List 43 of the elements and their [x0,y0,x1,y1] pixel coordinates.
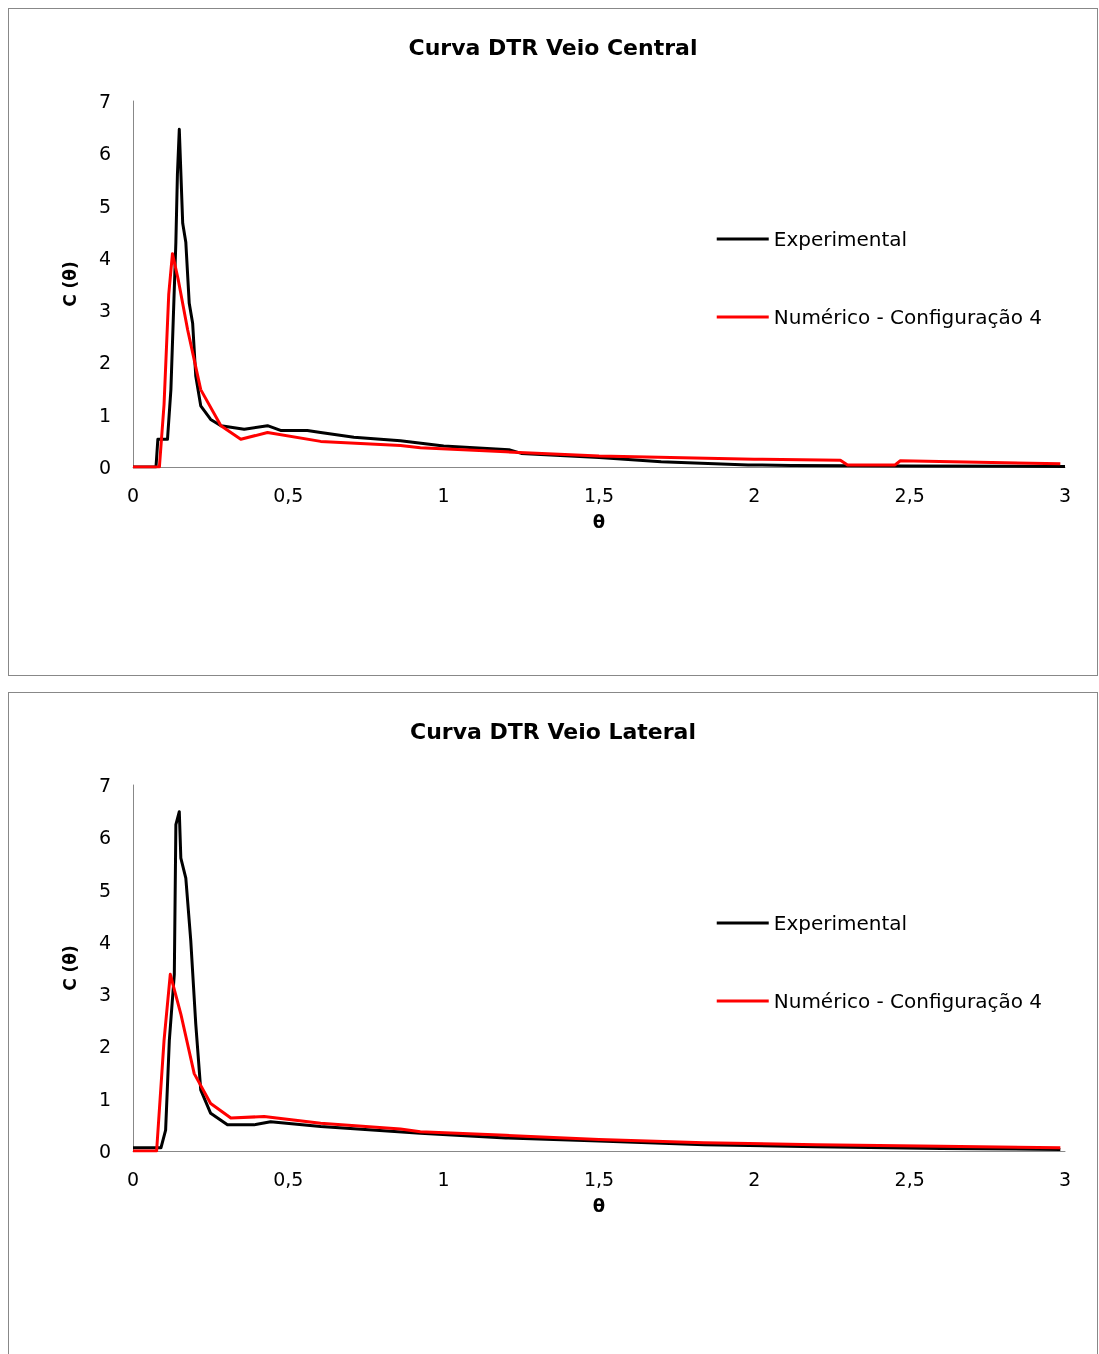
legend-label: Experimental [773,911,908,935]
x-tick-label: 0 [126,483,140,506]
y-tick-label: 0 [98,1140,111,1162]
y-tick-label: 7 [98,774,111,796]
line-series [131,810,1062,1151]
legend-label: Experimental [773,227,908,251]
y-tick-label: 6 [98,142,111,165]
y-tick-label: 2 [98,351,111,374]
legend-label: Numérico - Configuração 4 [773,989,1042,1013]
line-series [131,252,1062,469]
x-tick-label: 1,5 [583,1167,615,1190]
y-tick-label: 1 [98,1087,111,1110]
y-tick-label: 3 [98,983,111,1006]
x-axis-title: θ [592,1194,606,1216]
y-axis-title: C (θ) [59,945,80,991]
y-tick-label: 0 [98,456,111,478]
y-tick-label: 7 [98,90,111,112]
y-tick-label: 4 [98,246,111,269]
x-tick-label: 0,5 [273,483,304,506]
y-tick-label: 1 [98,403,111,426]
chart-title: Curva DTR Veio Central [408,34,698,60]
y-tick-label: 2 [98,1035,111,1058]
x-tick-label: 2,5 [894,1167,925,1190]
x-tick-label: 2 [748,1167,761,1190]
chart-title: Curva DTR Veio Lateral [410,718,696,744]
legend-label: Numérico - Configuração 4 [773,305,1042,329]
x-tick-label: 0,5 [273,1167,304,1190]
x-tick-label: 0 [126,1167,140,1190]
x-tick-label: 1,5 [583,483,615,506]
x-tick-label: 1 [437,483,450,506]
y-tick-label: 5 [98,194,111,217]
y-tick-label: 6 [98,826,111,849]
y-tick-label: 3 [98,299,111,322]
line-series [131,972,1062,1153]
x-tick-label: 2,5 [894,483,925,506]
y-tick-label: 5 [98,878,111,901]
x-tick-label: 1 [437,1167,450,1190]
x-tick-label: 3 [1058,1167,1072,1190]
y-tick-label: 4 [98,930,111,953]
y-axis-title: C (θ) [59,261,80,307]
x-axis-title: θ [592,510,606,532]
x-tick-label: 3 [1058,483,1072,506]
x-tick-label: 2 [748,483,761,506]
